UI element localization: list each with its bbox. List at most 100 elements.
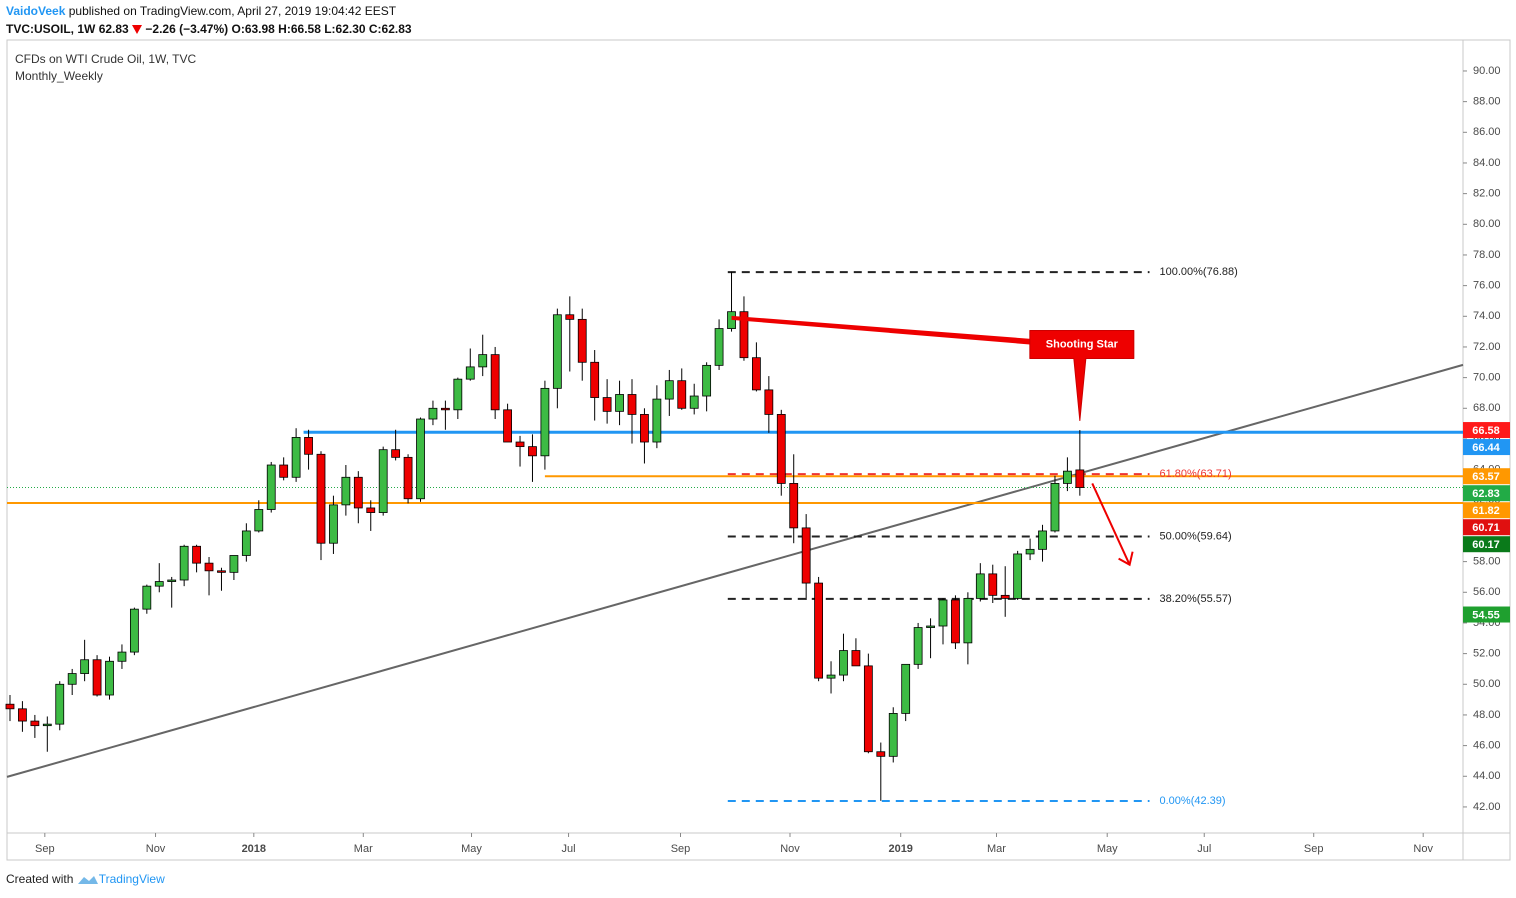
candle-body bbox=[565, 314, 575, 320]
publish-line: VaidoVeek published on TradingView.com, … bbox=[6, 4, 396, 18]
candle-body bbox=[217, 570, 226, 573]
x-tick-label: Nov bbox=[1413, 843, 1433, 855]
candle-body bbox=[913, 627, 923, 665]
candle-body bbox=[826, 674, 836, 679]
y-tick-label: 42.00 bbox=[1473, 801, 1501, 813]
candle-body bbox=[975, 573, 985, 599]
fib-label: 61.80%(63.71) bbox=[1160, 468, 1232, 480]
candle-body bbox=[30, 720, 40, 727]
candle-body bbox=[167, 579, 177, 582]
candle-body bbox=[453, 378, 463, 411]
candle-body bbox=[640, 414, 649, 443]
candle-body bbox=[552, 314, 562, 389]
y-tick-label: 56.00 bbox=[1473, 586, 1501, 598]
candle-body bbox=[416, 418, 425, 500]
candle-body bbox=[490, 354, 500, 411]
y-tick-label: 78.00 bbox=[1473, 249, 1501, 261]
x-tick-label: Sep bbox=[671, 843, 691, 855]
candle-body bbox=[702, 364, 712, 397]
candle-body bbox=[341, 476, 351, 506]
callout-box bbox=[1029, 330, 1135, 422]
x-tick-label: Sep bbox=[1304, 843, 1324, 855]
y-tick-label: 50.00 bbox=[1473, 678, 1501, 690]
x-tick-label: Jul bbox=[562, 843, 576, 855]
candle-body bbox=[366, 507, 376, 513]
down-triangle bbox=[132, 25, 143, 35]
chart-subtitle: Monthly_Weekly bbox=[15, 69, 103, 83]
fib-label: 0.00%(42.39) bbox=[1160, 795, 1226, 807]
price-tag-label: 60.17 bbox=[1472, 539, 1500, 551]
published: published on TradingView.com, April 27, … bbox=[68, 4, 397, 18]
y-tick-label: 82.00 bbox=[1473, 188, 1501, 200]
candle-body bbox=[540, 387, 550, 457]
price-tag bbox=[1463, 519, 1510, 536]
candle-body bbox=[503, 409, 512, 443]
candle-body bbox=[304, 437, 313, 455]
candle-body bbox=[888, 713, 898, 757]
candle-body bbox=[67, 673, 77, 685]
candle-body bbox=[1038, 530, 1047, 550]
x-tick-label: Nov bbox=[780, 843, 800, 855]
candle-body bbox=[478, 354, 488, 368]
y-tick-label: 52.00 bbox=[1473, 648, 1501, 660]
fib-label: 100.00%(76.88) bbox=[1160, 266, 1238, 278]
candle-body bbox=[863, 665, 873, 753]
footer: Created with TradingView bbox=[6, 872, 165, 886]
candle-body bbox=[179, 545, 189, 581]
x-tick-label: Mar bbox=[987, 843, 1006, 855]
candle-body bbox=[329, 504, 338, 544]
candle-body bbox=[154, 581, 164, 587]
candle-body bbox=[142, 585, 152, 610]
fib-label: 50.00%(59.64) bbox=[1160, 530, 1232, 542]
y-tick-label: 58.00 bbox=[1473, 556, 1501, 568]
candle-body bbox=[1050, 483, 1060, 532]
author[interactable]: VaidoVeek bbox=[6, 4, 66, 18]
y-tick-label: 88.00 bbox=[1473, 96, 1501, 108]
x-tick-label: 2018 bbox=[242, 843, 266, 855]
candle-body bbox=[627, 394, 637, 415]
candle-body bbox=[266, 464, 276, 510]
brand[interactable]: TradingView bbox=[98, 872, 165, 886]
y-tick-label: 86.00 bbox=[1473, 126, 1501, 138]
pane-frame bbox=[6, 39, 1511, 861]
y-tick-label: 48.00 bbox=[1473, 709, 1501, 721]
candle-body bbox=[1025, 548, 1035, 555]
chart-title: CFDs on WTI Crude Oil, 1W, TVC bbox=[15, 52, 196, 66]
candle-body bbox=[204, 562, 214, 572]
candle-body bbox=[80, 659, 90, 674]
candle-body bbox=[254, 509, 264, 532]
candle-body bbox=[316, 453, 326, 544]
candle-body bbox=[938, 599, 948, 627]
candle-body bbox=[577, 318, 587, 363]
candle-body bbox=[677, 380, 687, 409]
arrow-head bbox=[1118, 551, 1134, 567]
candle-body bbox=[515, 441, 525, 448]
price-tag-label: 60.71 bbox=[1472, 522, 1500, 534]
x-tick-label: May bbox=[461, 843, 482, 855]
x-tick-label: Mar bbox=[354, 843, 373, 855]
candle-body bbox=[664, 380, 674, 400]
callout-text: Shooting Star bbox=[1046, 338, 1119, 350]
y-tick-label: 68.00 bbox=[1473, 402, 1501, 414]
candle-body bbox=[776, 414, 786, 484]
candle-body bbox=[988, 573, 998, 596]
x-tick-label: 2019 bbox=[888, 843, 912, 855]
last-price: 62.83 bbox=[98, 22, 129, 36]
candle-body bbox=[764, 389, 774, 415]
price-tag-label: 66.58 bbox=[1472, 425, 1500, 437]
candle-body bbox=[18, 708, 27, 722]
candle-body bbox=[801, 527, 811, 584]
x-tick-label: Sep bbox=[35, 843, 55, 855]
candle-body bbox=[279, 464, 289, 478]
price-tag-label: 63.57 bbox=[1472, 471, 1500, 483]
price-tag bbox=[1463, 536, 1510, 553]
candle-body bbox=[789, 483, 799, 529]
candle-body bbox=[714, 328, 724, 366]
change: −2.26 (−3.47%) bbox=[145, 22, 229, 36]
y-tick-label: 70.00 bbox=[1473, 372, 1501, 384]
price-tag bbox=[1463, 439, 1510, 456]
candle-body bbox=[42, 723, 52, 727]
price-tag bbox=[1463, 606, 1510, 623]
